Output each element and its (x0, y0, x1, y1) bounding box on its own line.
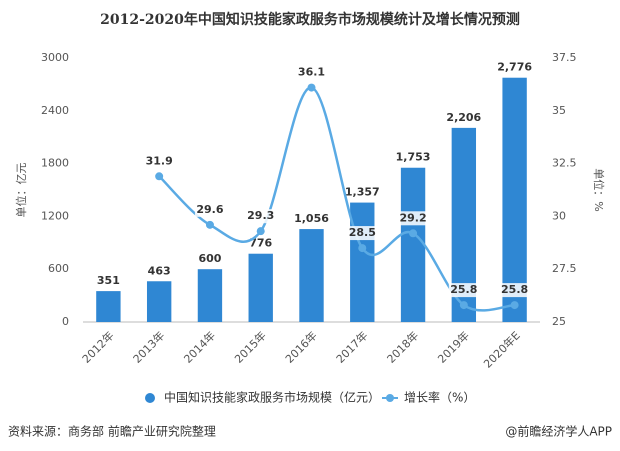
value-label-bg (347, 226, 378, 241)
bar-value-label: 1,753 (396, 151, 431, 164)
legend-marker (386, 394, 394, 402)
bar (248, 253, 273, 322)
line-value-label: 29.2 (399, 211, 426, 224)
value-label-bg (398, 211, 429, 226)
y2-axis-label: 单位：% (592, 168, 606, 211)
x-tick-label: 2012年 (79, 328, 116, 365)
value-label-bg (194, 202, 225, 217)
line-value-label: 31.9 (146, 154, 173, 167)
y-tick-label: 1800 (41, 157, 69, 170)
bar (96, 291, 121, 322)
bar (350, 202, 375, 322)
line (158, 86, 515, 312)
bar (502, 77, 527, 322)
line-point (409, 229, 418, 238)
y-tick-label: 600 (48, 262, 69, 275)
x-tick-label: 2018年 (384, 328, 421, 365)
y2-tick-label: 25 (552, 315, 566, 328)
y-tick-label: 3000 (41, 51, 69, 64)
legend-label: 中国知识技能家政服务市场规模（亿元） (164, 390, 380, 405)
legend-marker (145, 393, 155, 403)
value-label-bg (245, 209, 276, 224)
line-point (155, 172, 164, 181)
x-tick-label: 2014年 (181, 328, 218, 365)
bar-value-label: 463 (148, 264, 171, 277)
x-tick-label: 2020年E (480, 328, 522, 370)
bar-value-label: 1,056 (294, 212, 329, 225)
y-axis-label: 单位：亿元 (14, 163, 28, 218)
y2-tick-label: 32.5 (552, 157, 577, 170)
bar (197, 269, 223, 322)
line-point (358, 244, 367, 253)
y2-tick-label: 30 (552, 209, 566, 222)
y2-tick-label: 27.5 (552, 262, 577, 275)
chart-title: 2012-2020年中国知识技能家政服务市场规模统计及增长情况预测 (100, 11, 520, 28)
line-value-label: 29.6 (196, 203, 223, 216)
value-label-bg (448, 283, 479, 298)
line-value-label: 28.5 (349, 226, 376, 239)
value-label-bg (499, 283, 530, 298)
y-tick-label: 1200 (41, 209, 69, 222)
value-label-bg (144, 154, 175, 169)
y-tick-label: 2400 (41, 104, 69, 117)
line-point (205, 220, 214, 229)
x-tick-label: 2016年 (282, 328, 319, 365)
x-tick-label: 2017年 (333, 328, 370, 365)
line-value-label: 25.8 (501, 283, 528, 296)
line-value-label: 25.8 (450, 283, 477, 296)
line-point (459, 301, 468, 310)
x-tick-label: 2015年 (231, 328, 268, 365)
bar-value-label: 2,206 (446, 111, 481, 124)
bar-value-label: 1,357 (345, 186, 380, 199)
line-point (256, 227, 265, 236)
bar (146, 281, 172, 322)
credit: @前瞻经济学人APP (505, 424, 612, 439)
y2-tick-label: 35 (552, 104, 566, 117)
x-tick-label: 2013年 (130, 328, 167, 365)
line-point (510, 301, 519, 310)
y2-tick-label: 37.5 (552, 51, 577, 64)
bar-value-label: 2,776 (497, 61, 532, 74)
bar (299, 229, 324, 322)
source: 资料来源：商务部 前瞻产业研究院整理 (8, 424, 216, 439)
line-point (307, 83, 316, 92)
value-label-bg (296, 65, 327, 80)
y-tick-label: 0 (62, 315, 69, 328)
line-value-label: 29.3 (247, 209, 274, 222)
bar-value-label: 600 (198, 252, 221, 265)
legend-label: 增长率（%） (404, 390, 475, 405)
line-value-label: 36.1 (298, 66, 325, 79)
bar-value-label: 351 (97, 274, 120, 287)
bar-value-label: 776 (249, 237, 272, 250)
bar (400, 167, 426, 322)
x-tick-label: 2019年 (435, 328, 472, 365)
